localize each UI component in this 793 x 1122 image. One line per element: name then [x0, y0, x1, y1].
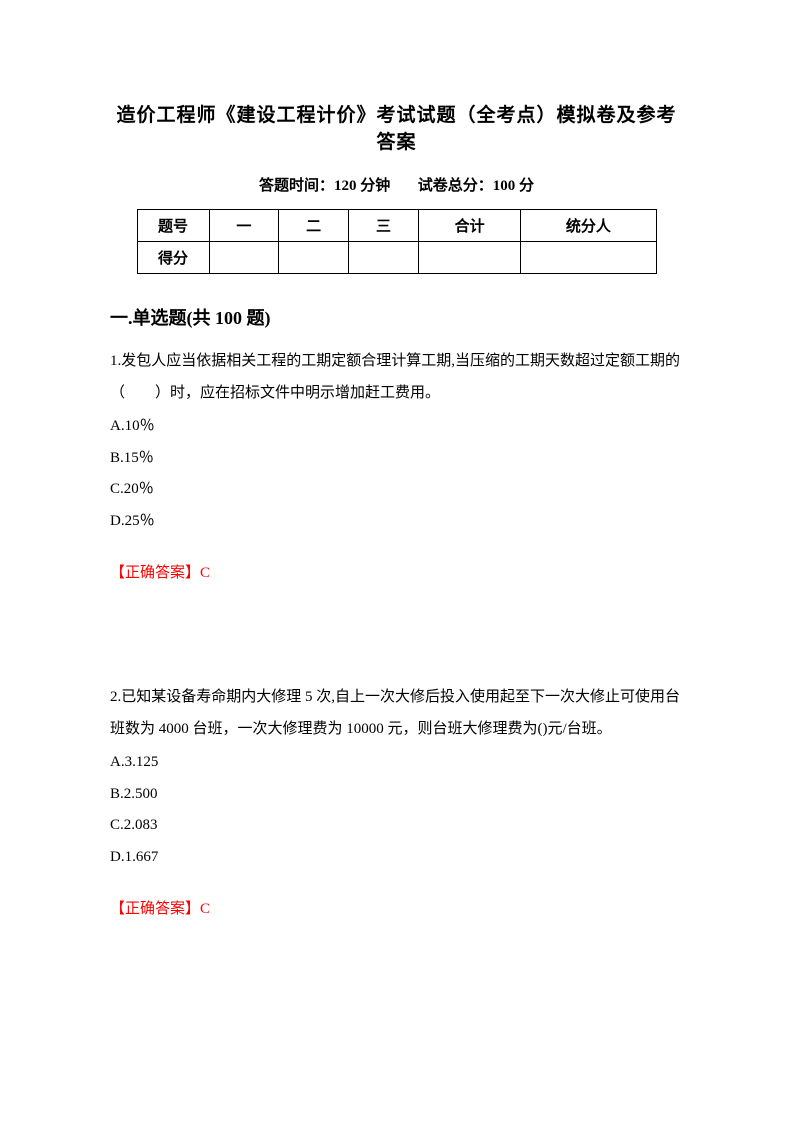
question-block: 1.发包人应当依据相关工程的工期定额合理计算工期,当压缩的工期天数超过定额工期的…: [110, 346, 683, 582]
table-score-cell: [279, 242, 349, 274]
table-score-cell: [418, 242, 520, 274]
question-option: A.3.125: [110, 747, 683, 779]
question-option: D.1.667: [110, 842, 683, 874]
question-option: B.2.500: [110, 779, 683, 811]
table-score-cell: [521, 242, 656, 274]
table-header-cell: 题号: [137, 210, 209, 242]
question-block: 2.已知某设备寿命期内大修理 5 次,自上一次大修后投入使用起至下一次大修止可使…: [110, 682, 683, 918]
question-option: A.10％: [110, 411, 683, 443]
table-header-cell: 统分人: [521, 210, 656, 242]
question-text: 1.发包人应当依据相关工程的工期定额合理计算工期,当压缩的工期天数超过定额工期的…: [110, 346, 683, 409]
time-label: 答题时间：120 分钟: [259, 178, 390, 194]
spacer: [110, 652, 683, 682]
question-option: C.20％: [110, 474, 683, 506]
question-option: C.2.083: [110, 810, 683, 842]
table-score-cell: [349, 242, 419, 274]
answer-label: 【正确答案】C: [110, 561, 683, 582]
answer-label: 【正确答案】C: [110, 897, 683, 918]
table-score-cell: [209, 242, 279, 274]
table-header-cell: 三: [349, 210, 419, 242]
section-heading: 一.单选题(共 100 题): [110, 304, 683, 330]
table-row: 得分: [137, 242, 656, 274]
question-option: B.15％: [110, 443, 683, 475]
table-score-cell: 得分: [137, 242, 209, 274]
table-header-cell: 一: [209, 210, 279, 242]
table-header-cell: 合计: [418, 210, 520, 242]
question-option: D.25％: [110, 506, 683, 538]
question-text: 2.已知某设备寿命期内大修理 5 次,自上一次大修后投入使用起至下一次大修止可使…: [110, 682, 683, 745]
document-title: 造价工程师《建设工程计价》考试试题（全考点）模拟卷及参考答案: [110, 100, 683, 154]
document-subtitle: 答题时间：120 分钟 试卷总分：100 分: [110, 174, 683, 195]
table-header-cell: 二: [279, 210, 349, 242]
total-label: 试卷总分：100 分: [418, 178, 534, 194]
table-row: 题号 一 二 三 合计 统分人: [137, 210, 656, 242]
score-table: 题号 一 二 三 合计 统分人 得分: [137, 209, 657, 274]
